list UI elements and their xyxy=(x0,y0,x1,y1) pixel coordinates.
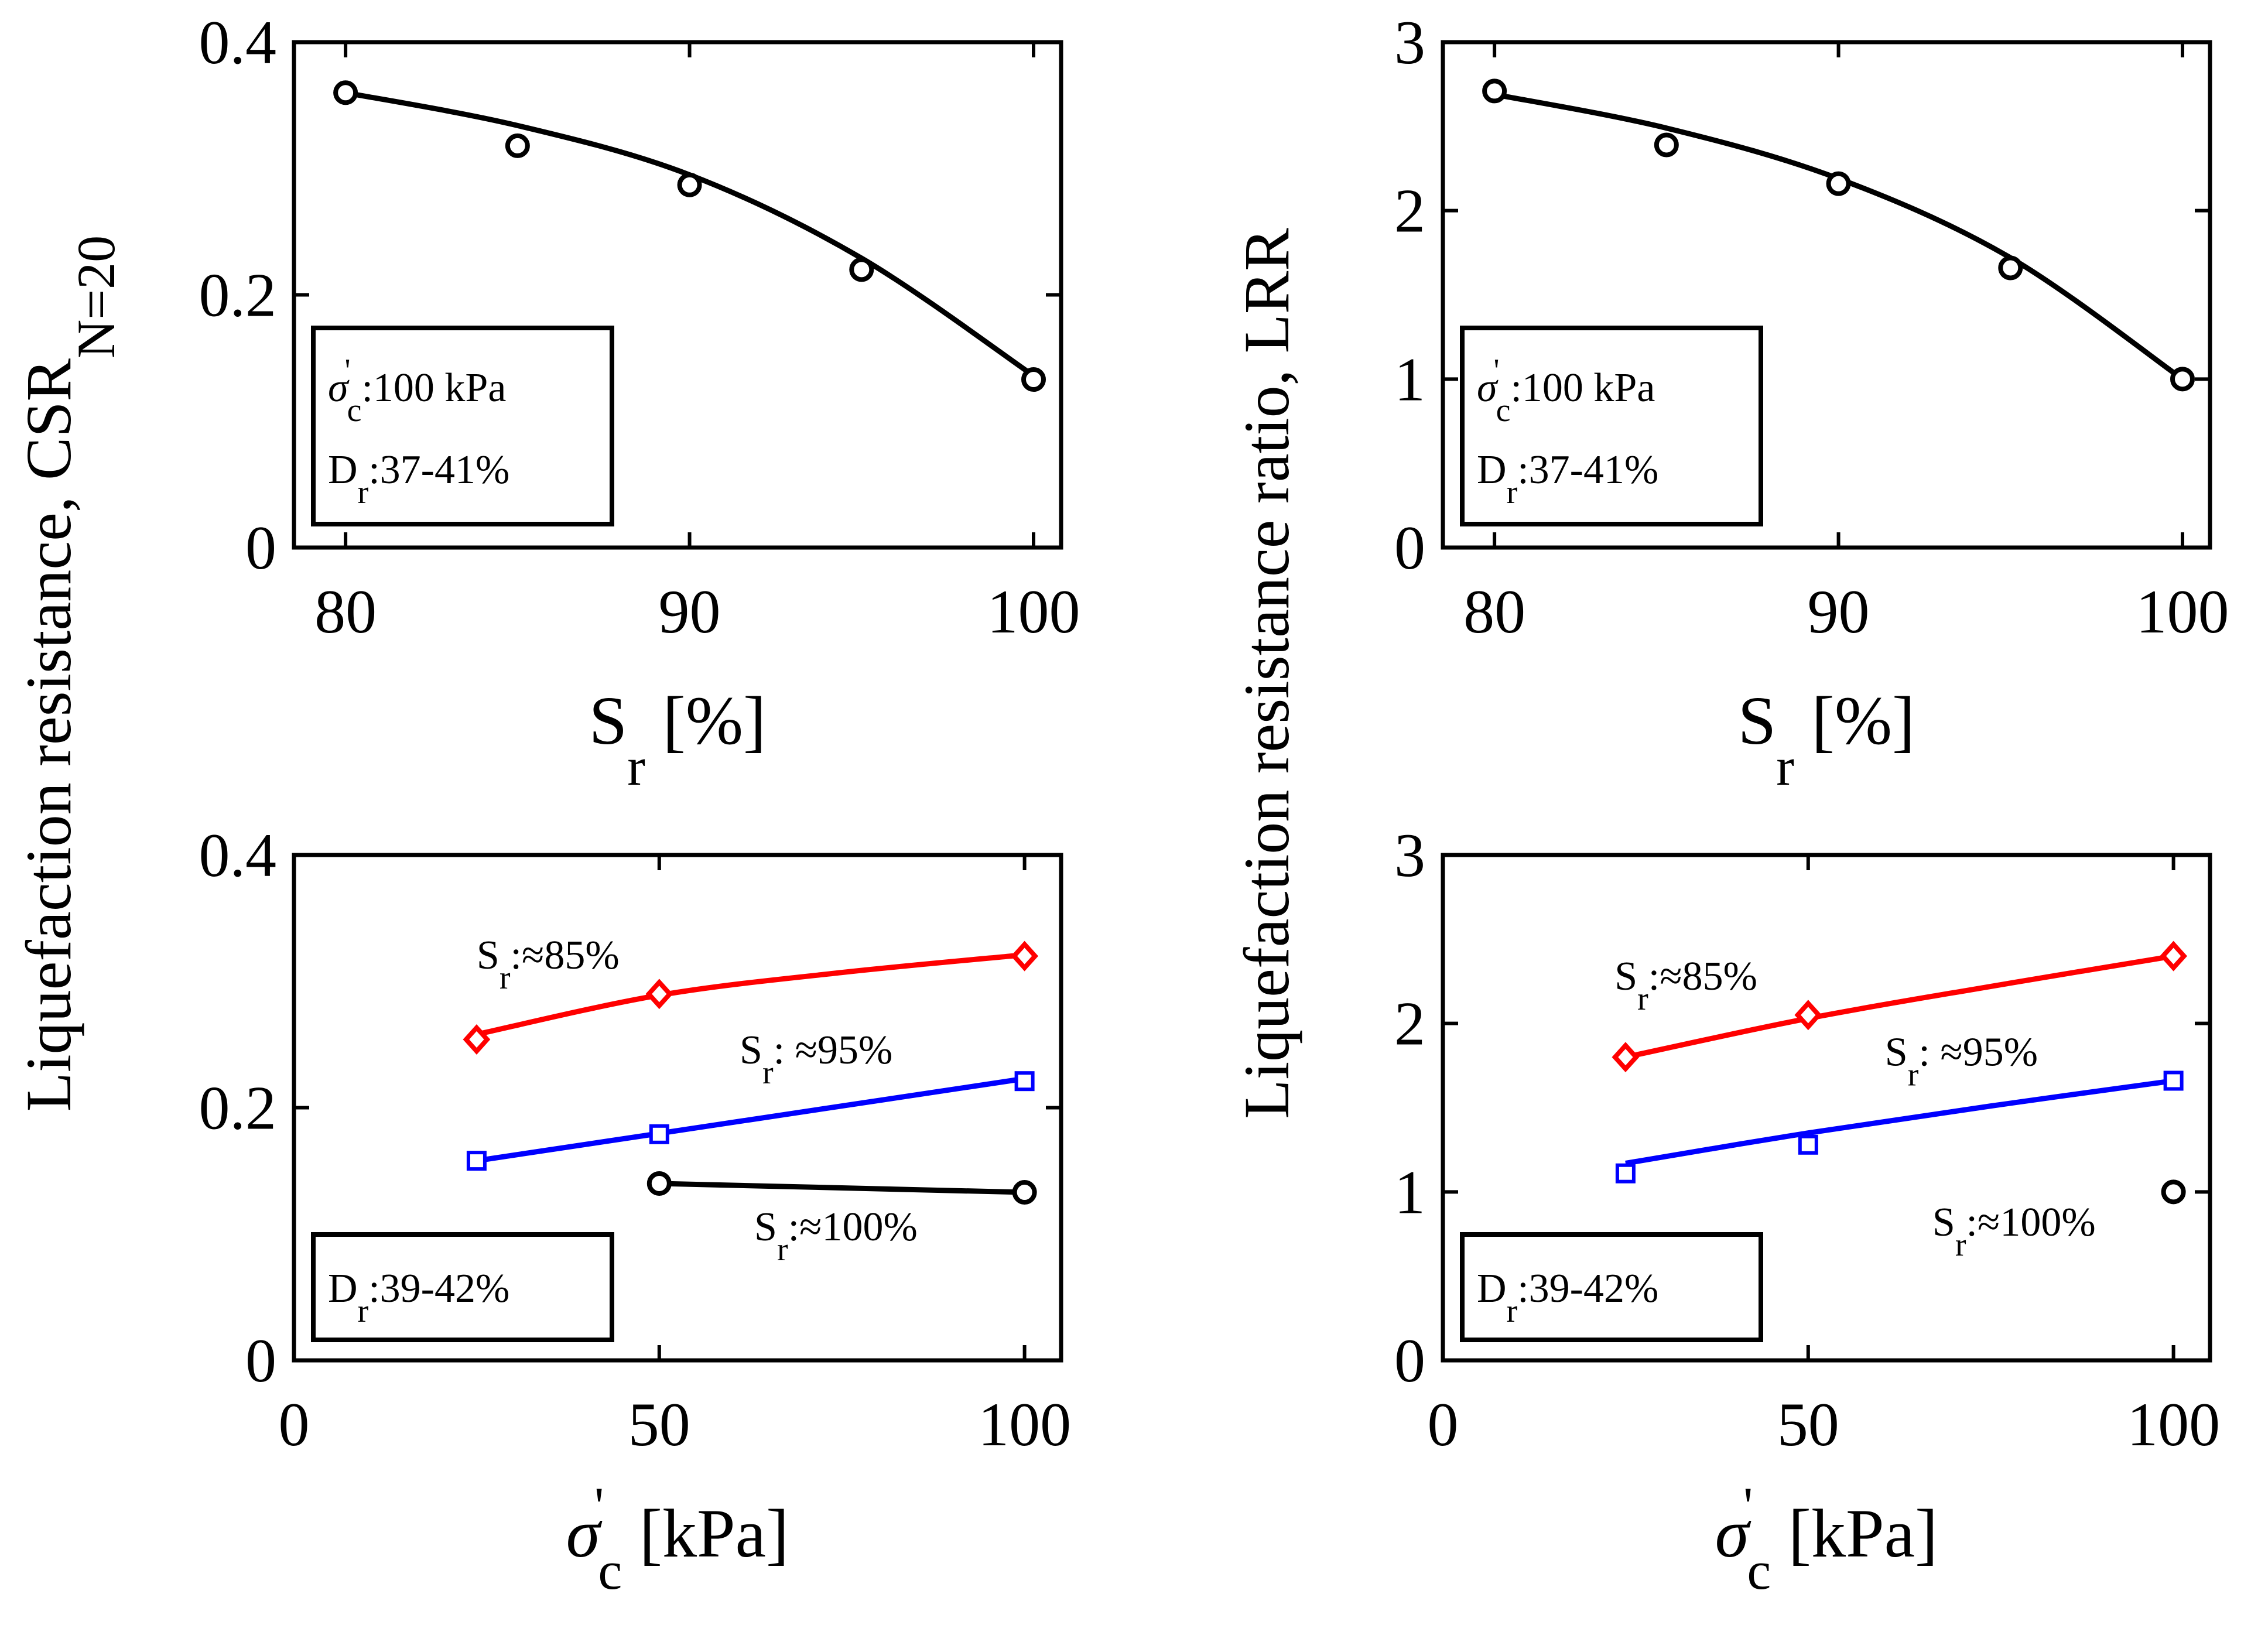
x-tick-label: 100 xyxy=(2136,577,2229,646)
fit-curve xyxy=(659,1181,1025,1195)
y-tick-label: 3 xyxy=(1394,8,1425,77)
y-axis-label: Liquefaction resistance, CSRN=20 xyxy=(13,235,126,1111)
data-point-diamond xyxy=(2160,940,2188,972)
y-axis-label: Liquefaction resistance ratio, LRR xyxy=(1231,228,1302,1119)
data-point-circle xyxy=(1012,1180,1037,1205)
legend-text: σ' c:100 kPa xyxy=(328,353,506,429)
y-tick-label: 1 xyxy=(1394,345,1425,413)
series-label: Sr: ≈95% xyxy=(1885,1030,2038,1093)
y-tick-label: 0 xyxy=(1394,1326,1425,1395)
x-axis-label: σ' c [kPa] xyxy=(1715,1476,1938,1600)
y-tick-label: 0.4 xyxy=(199,8,277,77)
y-tick-label: 0.2 xyxy=(199,1074,277,1143)
axes-frame xyxy=(1441,853,2212,1363)
data-point-square xyxy=(2163,1070,2184,1091)
x-tick-label: 100 xyxy=(987,577,1080,646)
data-point-circle xyxy=(1482,78,1507,104)
data-point-diamond xyxy=(1612,1042,1640,1073)
x-axis-label: Sr [%] xyxy=(1738,682,1915,796)
data-point-diamond xyxy=(1011,940,1039,972)
legend-text: Dr:39-42% xyxy=(328,1266,509,1329)
fit-curve xyxy=(1625,1078,2174,1166)
panel-a: 80 90 100 0 0.2 0.4 Sr [%] σ' c:100 kPa Dr:37-41%… xyxy=(13,8,1080,1111)
data-point-circle xyxy=(849,257,874,282)
x-tick-label: 50 xyxy=(1777,1390,1839,1459)
data-point-square xyxy=(1014,1071,1035,1092)
data-point-circle xyxy=(1654,132,1679,158)
x-tick-label: 100 xyxy=(2127,1390,2220,1459)
series-label: Sr:≈100% xyxy=(1932,1200,2096,1263)
legend-box xyxy=(1460,1232,1763,1342)
fit-curve xyxy=(1624,953,2174,1060)
legend-text: σ' c:100 kPa xyxy=(1477,353,1655,429)
data-point-square xyxy=(649,1124,669,1144)
data-point-diamond xyxy=(1794,1000,1822,1031)
legend-text: Dr:37-41% xyxy=(328,447,509,511)
x-tick-label: 80 xyxy=(1463,577,1525,646)
legend-text: Dr:39-42% xyxy=(1477,1266,1658,1329)
data-point-circle xyxy=(646,1171,672,1196)
y-tick-label: 0 xyxy=(1394,514,1425,582)
y-tick-label: 3 xyxy=(1394,821,1425,890)
data-point-circle xyxy=(1998,255,2023,281)
data-point-circle xyxy=(1826,171,1851,196)
data-point-square xyxy=(1798,1134,1818,1155)
legend-text: Dr:37-41% xyxy=(1477,447,1658,511)
series-label: Sr:≈85% xyxy=(1614,954,1757,1017)
y-tick-label: 0.4 xyxy=(199,821,277,890)
data-point-circle xyxy=(505,133,530,158)
y-tick-label: 0 xyxy=(245,514,276,582)
legend-box xyxy=(1460,326,1763,526)
data-point-diamond xyxy=(463,1024,491,1055)
y-tick-label: 0 xyxy=(245,1326,276,1395)
x-tick-label: 50 xyxy=(628,1390,690,1459)
data-point-square xyxy=(1615,1163,1636,1184)
data-point-square xyxy=(466,1151,487,1171)
x-tick-label: 90 xyxy=(1808,577,1870,646)
panel-b: 80 90 100 0 1 2 3 Sr [%] σ' c:100 kPa Dr:37-41% Liq… xyxy=(1231,8,2229,1119)
x-axis-label: Sr [%] xyxy=(589,682,767,796)
legend-box xyxy=(311,326,614,526)
fit-curve xyxy=(475,952,1025,1037)
series-label: Sr: ≈95% xyxy=(740,1028,892,1091)
x-tick-label: 90 xyxy=(659,577,721,646)
fit-curve xyxy=(476,1076,1025,1164)
y-tick-label: 1 xyxy=(1394,1158,1425,1226)
series-label: Sr:≈100% xyxy=(754,1205,918,1268)
x-tick-label: 0 xyxy=(1428,1390,1459,1459)
data-point-diamond xyxy=(645,979,673,1010)
data-point-circle xyxy=(677,172,702,197)
axes-frame xyxy=(1441,40,2212,550)
panel-c: 0 50 100 0 0.2 0.4 σ' c [kPa] Dr:39-42% Sr:≈85% Sr… xyxy=(199,821,1072,1600)
data-point-circle xyxy=(1021,367,1046,392)
data-point-circle xyxy=(2161,1179,2186,1205)
x-tick-label: 0 xyxy=(279,1390,310,1459)
series-label: Sr:≈85% xyxy=(477,933,620,996)
panel-d: 0 50 100 0 1 2 3 σ' c [kPa] Dr:39-42% Sr:≈85% Sr: ≈… xyxy=(1394,821,2220,1600)
y-tick-label: 2 xyxy=(1394,177,1425,245)
legend-box xyxy=(311,1232,614,1342)
x-tick-label: 80 xyxy=(314,577,377,646)
x-axis-label: σ' c [kPa] xyxy=(566,1476,789,1600)
y-tick-label: 0.2 xyxy=(199,261,277,330)
data-point-circle xyxy=(2170,367,2195,392)
y-tick-label: 2 xyxy=(1394,990,1425,1058)
x-tick-label: 100 xyxy=(978,1390,1071,1459)
data-point-circle xyxy=(333,80,358,105)
